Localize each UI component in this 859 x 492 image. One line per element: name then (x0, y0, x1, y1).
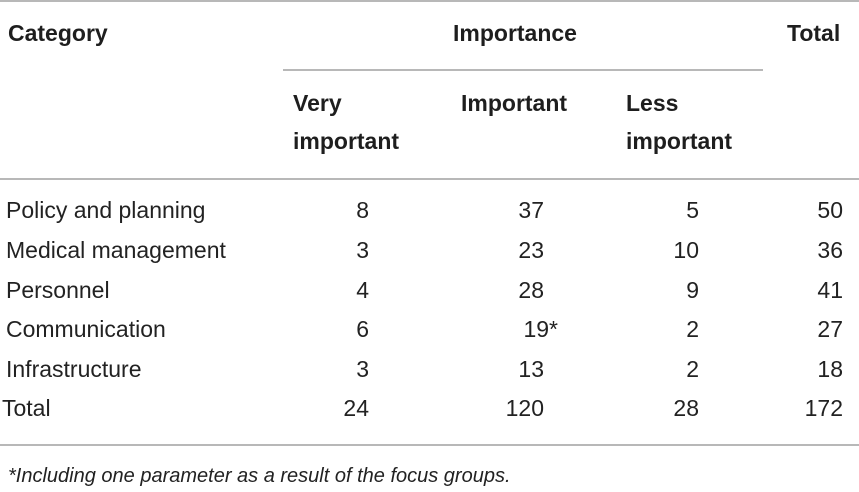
table-row-total: 50 (817, 197, 843, 223)
table-bottom-rule (0, 444, 859, 446)
importance-subheader-rule (283, 69, 763, 71)
header-importance: Importance (453, 20, 577, 46)
table-row-category: Personnel (6, 277, 110, 303)
table-row-total: 18 (817, 356, 843, 382)
table-top-rule (0, 0, 859, 2)
header-less-important-line2: important (626, 128, 733, 154)
table-row-less-important: 10 (673, 237, 699, 263)
table-row-very-important: 6 (356, 316, 369, 342)
table-row-total: 36 (817, 237, 843, 263)
header-very-important-line1: Very (293, 90, 342, 116)
table-footnote: *Including one parameter as a result of … (8, 465, 511, 487)
table-row-less-important: 2 (686, 356, 699, 382)
table-row-important: 28 (518, 277, 544, 303)
header-bottom-rule (0, 178, 859, 180)
table-row-very-important: 24 (343, 395, 369, 421)
table-row-very-important: 4 (356, 277, 369, 303)
table-row-less-important: 2 (686, 316, 699, 342)
table-row-less-important: 9 (686, 277, 699, 303)
table-row-less-important: 28 (673, 395, 699, 421)
table-row-category: Medical management (6, 237, 226, 263)
table-row-total: 172 (804, 395, 843, 421)
table-row-important: 37 (518, 197, 544, 223)
table-row-very-important: 3 (356, 237, 369, 263)
table-row-important: 19* (523, 316, 558, 342)
table-row-very-important: 8 (356, 197, 369, 223)
table-row-important: 13 (518, 356, 544, 382)
table-row-very-important: 3 (356, 356, 369, 382)
table-row-category: Communication (6, 316, 166, 342)
header-total: Total (787, 20, 841, 46)
table-row-category: Policy and planning (6, 197, 206, 223)
table-row-important: 120 (505, 395, 544, 421)
table-row-important: 23 (518, 237, 544, 263)
header-category: Category (8, 20, 108, 46)
table-row-total: 41 (817, 277, 843, 303)
header-important: Important (461, 90, 568, 116)
table-row-category: Infrastructure (6, 356, 142, 382)
header-less-important-line1: Less (626, 90, 679, 116)
table-row-category: Total (2, 395, 51, 421)
table-row-total: 27 (817, 316, 843, 342)
header-very-important-line2: important (293, 128, 400, 154)
table-row-less-important: 5 (686, 197, 699, 223)
